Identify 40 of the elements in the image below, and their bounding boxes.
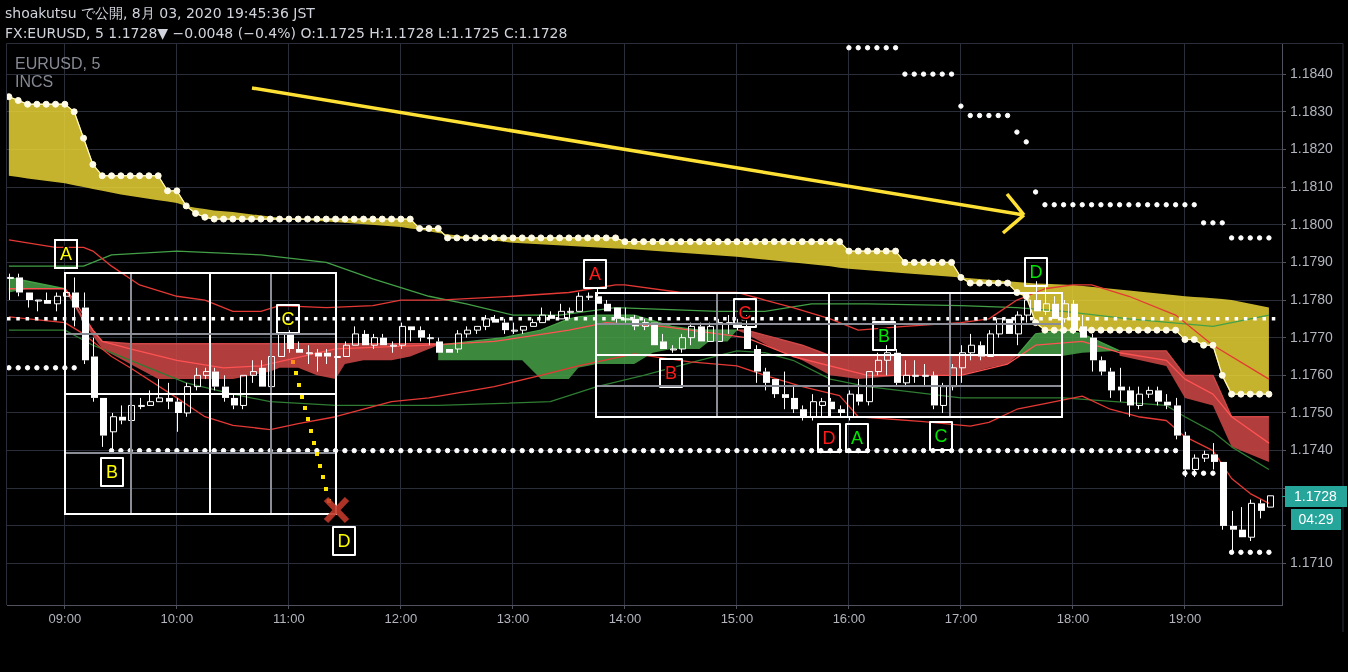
annotation: INCS <box>15 73 54 90</box>
x-tick-label: 17:00 <box>944 611 978 627</box>
y-tick-label: 1.1790 <box>1290 253 1334 270</box>
y-tick-label: 1.1760 <box>1290 366 1334 383</box>
annotation: A <box>59 243 73 264</box>
x-tick-label: 14:00 <box>608 611 642 627</box>
y-tick-label: 1.1820 <box>1290 140 1334 157</box>
y-tick-label: 1.1840 <box>1290 64 1334 81</box>
y-tick-label: 1.1800 <box>1290 215 1334 232</box>
y-tick-label: 1.1750 <box>1290 403 1334 420</box>
annotation: A <box>850 427 864 448</box>
x-tick-label: 09:00 <box>48 611 82 627</box>
annotation: D <box>1029 261 1043 282</box>
x-tick-label: 13:00 <box>496 611 530 627</box>
x-tick-label: 19:00 <box>1168 611 1202 627</box>
text: 1.1728 <box>1294 487 1338 504</box>
y-tick-label: 1.1810 <box>1290 177 1334 194</box>
y-tick-label: 1.1740 <box>1290 441 1334 458</box>
y-tick-label: 1.1830 <box>1290 102 1334 119</box>
chart-title: shoakutsu で公開, 8月 03, 2020 19:45:36 JST <box>5 4 315 22</box>
text: 04:29 <box>1298 510 1334 527</box>
annotation: B <box>664 362 678 383</box>
annotation: D <box>822 427 836 448</box>
x-tick-label: 15:00 <box>720 611 754 627</box>
x-tick-label: 10:00 <box>160 611 194 627</box>
annotation: C <box>934 425 948 446</box>
annotation: D <box>337 530 351 551</box>
x-tick-label: 12:00 <box>384 611 418 627</box>
y-tick-label: 1.1770 <box>1290 328 1334 345</box>
annotation: A <box>588 263 602 284</box>
annotation: EURUSD, 5 <box>15 55 101 72</box>
x-tick-label: 18:00 <box>1056 611 1090 627</box>
annotation: B <box>105 461 119 482</box>
x-tick-label: 16:00 <box>832 611 866 627</box>
annotation: B <box>877 325 891 346</box>
x-tick-label: 11:00 <box>273 611 305 627</box>
y-tick-label: 1.1780 <box>1290 290 1334 307</box>
y-tick-label: 1.1710 <box>1290 554 1334 571</box>
annotation: C <box>281 308 295 329</box>
chart-subtitle: FX:EURUSD, 5 1.1728▼ −0.0048 (−0.4%) O:1.1725 H:1.1728 L:1.1725 C:1.1728 <box>5 24 568 42</box>
